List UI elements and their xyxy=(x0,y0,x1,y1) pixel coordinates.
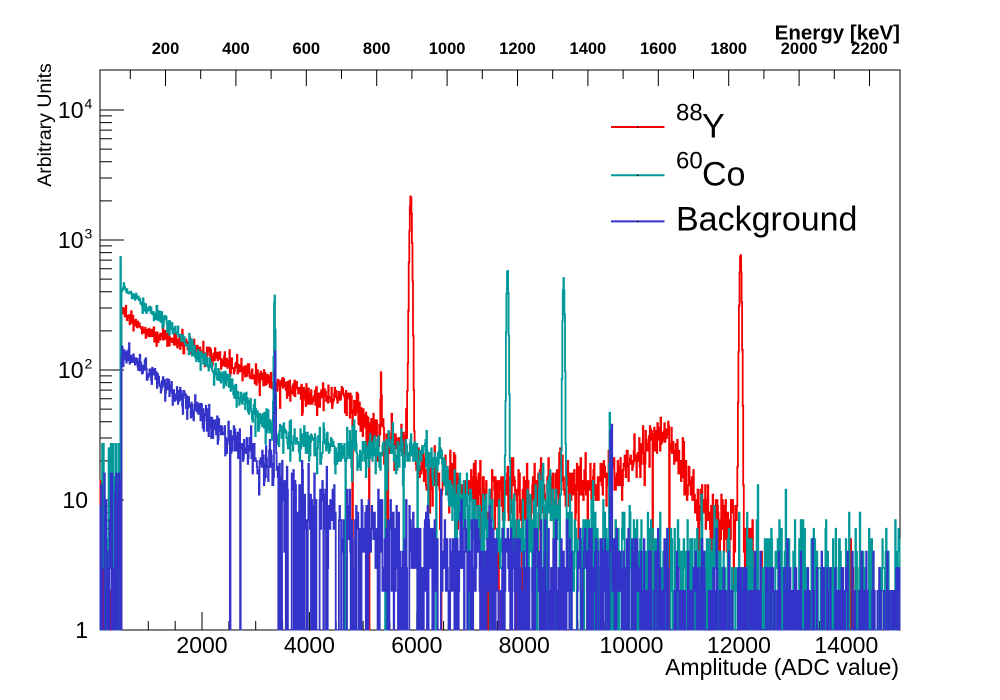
svg-text:800: 800 xyxy=(363,40,391,58)
svg-text:Co: Co xyxy=(702,155,745,193)
svg-text:10000: 10000 xyxy=(600,632,664,658)
svg-text:200: 200 xyxy=(152,40,180,58)
svg-text:10: 10 xyxy=(58,357,84,383)
svg-text:1800: 1800 xyxy=(710,40,747,58)
svg-text:6000: 6000 xyxy=(391,632,442,658)
svg-text:2200: 2200 xyxy=(851,40,888,58)
svg-text:12000: 12000 xyxy=(707,632,771,658)
svg-text:Amplitude (ADC value): Amplitude (ADC value) xyxy=(665,654,899,680)
svg-text:1400: 1400 xyxy=(570,40,607,58)
svg-text:10: 10 xyxy=(58,97,84,123)
svg-text:2000: 2000 xyxy=(176,632,227,658)
svg-text:2000: 2000 xyxy=(781,40,818,58)
svg-text:Background: Background xyxy=(676,201,857,239)
svg-text:400: 400 xyxy=(222,40,250,58)
svg-text:2: 2 xyxy=(85,356,93,372)
svg-text:14000: 14000 xyxy=(814,632,878,658)
svg-text:4000: 4000 xyxy=(284,632,335,658)
svg-text:600: 600 xyxy=(293,40,321,58)
svg-text:60: 60 xyxy=(676,148,703,175)
svg-text:3: 3 xyxy=(85,226,93,242)
svg-text:10: 10 xyxy=(62,487,88,513)
svg-text:Energy [keV]: Energy [keV] xyxy=(775,22,900,45)
svg-text:1: 1 xyxy=(75,617,88,643)
svg-text:8000: 8000 xyxy=(499,632,550,658)
svg-text:88: 88 xyxy=(676,100,703,127)
svg-text:Y: Y xyxy=(702,108,725,146)
svg-text:1200: 1200 xyxy=(499,40,536,58)
svg-text:4: 4 xyxy=(85,96,93,112)
svg-text:1600: 1600 xyxy=(640,40,677,58)
svg-text:1000: 1000 xyxy=(429,40,466,58)
svg-text:Arbitrary Units: Arbitrary Units xyxy=(34,63,56,187)
svg-text:10: 10 xyxy=(58,227,84,253)
